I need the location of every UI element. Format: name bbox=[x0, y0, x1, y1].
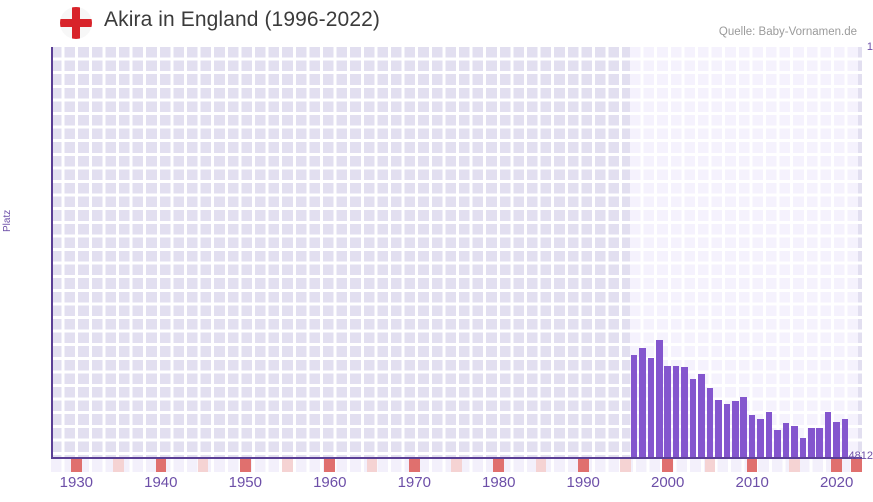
bar-2021[interactable] bbox=[841, 419, 849, 458]
x-tick-label-1990: 1990 bbox=[566, 474, 600, 491]
bar-2003[interactable] bbox=[689, 379, 697, 458]
bar-2004[interactable] bbox=[698, 374, 705, 458]
y-tick-label-top: 1 bbox=[866, 41, 873, 53]
page-title: Akira in England (1996-2022) bbox=[104, 8, 380, 31]
bar-1996[interactable] bbox=[630, 355, 638, 458]
x-tick-label-1980: 1980 bbox=[482, 474, 516, 491]
bar-2015[interactable] bbox=[791, 426, 798, 458]
decade-marker-2020 bbox=[831, 459, 842, 472]
bar-2006[interactable] bbox=[715, 400, 722, 458]
decade-marker-2000 bbox=[662, 459, 673, 472]
halfdecade-marker-1985 bbox=[535, 459, 547, 472]
x-tick-label-1930: 1930 bbox=[59, 474, 94, 491]
x-tick-label-2010: 2010 bbox=[735, 474, 769, 491]
decade-marker-edge bbox=[851, 459, 862, 472]
bar-1997[interactable] bbox=[639, 348, 646, 458]
x-tick-label-2000: 2000 bbox=[651, 474, 685, 491]
x-tick-label-1970: 1970 bbox=[397, 474, 431, 491]
bar-2001[interactable] bbox=[672, 366, 680, 458]
bar-2018[interactable] bbox=[816, 428, 824, 458]
bar-2017[interactable] bbox=[808, 428, 815, 458]
source-attribution: Quelle: Baby-Vornamen.de bbox=[718, 26, 857, 38]
decade-marker-1950 bbox=[240, 459, 251, 472]
x-axis-line bbox=[51, 457, 862, 459]
halfdecade-marker-1945 bbox=[197, 459, 209, 472]
halfdecade-marker-1955 bbox=[282, 459, 293, 472]
decade-marker-1980 bbox=[493, 459, 505, 472]
england-flag-icon bbox=[60, 7, 92, 39]
decade-marker-1990 bbox=[577, 459, 589, 472]
bar-2009[interactable] bbox=[740, 397, 747, 458]
bar-2013[interactable] bbox=[774, 430, 781, 458]
halfdecade-marker-1965 bbox=[366, 459, 378, 472]
x-tick-label-1950: 1950 bbox=[228, 474, 262, 491]
bar-2014[interactable] bbox=[782, 423, 790, 458]
decade-marker-strip bbox=[51, 459, 862, 472]
bar-2019[interactable] bbox=[824, 412, 832, 458]
x-tick-label-2020: 2020 bbox=[819, 474, 854, 491]
bar-series bbox=[51, 47, 862, 458]
decade-marker-1970 bbox=[408, 459, 420, 472]
halfdecade-marker-2005 bbox=[704, 459, 716, 472]
bar-2011[interactable] bbox=[757, 419, 764, 458]
halfdecade-marker-2015 bbox=[789, 459, 800, 472]
bar-2012[interactable] bbox=[765, 412, 773, 458]
chart-header: Akira in England (1996-2022) Quelle: Bab… bbox=[0, 0, 873, 46]
y-axis-line bbox=[51, 47, 53, 458]
flag-cross-vertical bbox=[72, 7, 80, 39]
bar-2005[interactable] bbox=[706, 388, 714, 458]
bar-2000[interactable] bbox=[664, 366, 671, 458]
bar-2016[interactable] bbox=[799, 438, 807, 458]
decade-marker-1960 bbox=[324, 459, 336, 472]
bar-2008[interactable] bbox=[731, 401, 739, 458]
chart-plot-area bbox=[51, 47, 862, 458]
decade-marker-1930 bbox=[71, 459, 82, 472]
bar-1998[interactable] bbox=[647, 358, 655, 458]
bar-2020[interactable] bbox=[833, 422, 840, 458]
x-tick-label-1940: 1940 bbox=[144, 474, 178, 491]
bar-1999[interactable] bbox=[655, 340, 663, 458]
x-tick-label-1960: 1960 bbox=[313, 474, 347, 491]
bar-2010[interactable] bbox=[748, 415, 756, 458]
halfdecade-marker-1995 bbox=[620, 459, 631, 472]
halfdecade-marker-1975 bbox=[451, 459, 462, 472]
halfdecade-marker-1935 bbox=[113, 459, 124, 472]
decade-marker-2010 bbox=[746, 459, 758, 472]
bar-2002[interactable] bbox=[681, 367, 688, 458]
bar-2007[interactable] bbox=[723, 404, 731, 458]
y-axis-title: Platz bbox=[2, 209, 13, 232]
decade-marker-1940 bbox=[155, 459, 167, 472]
